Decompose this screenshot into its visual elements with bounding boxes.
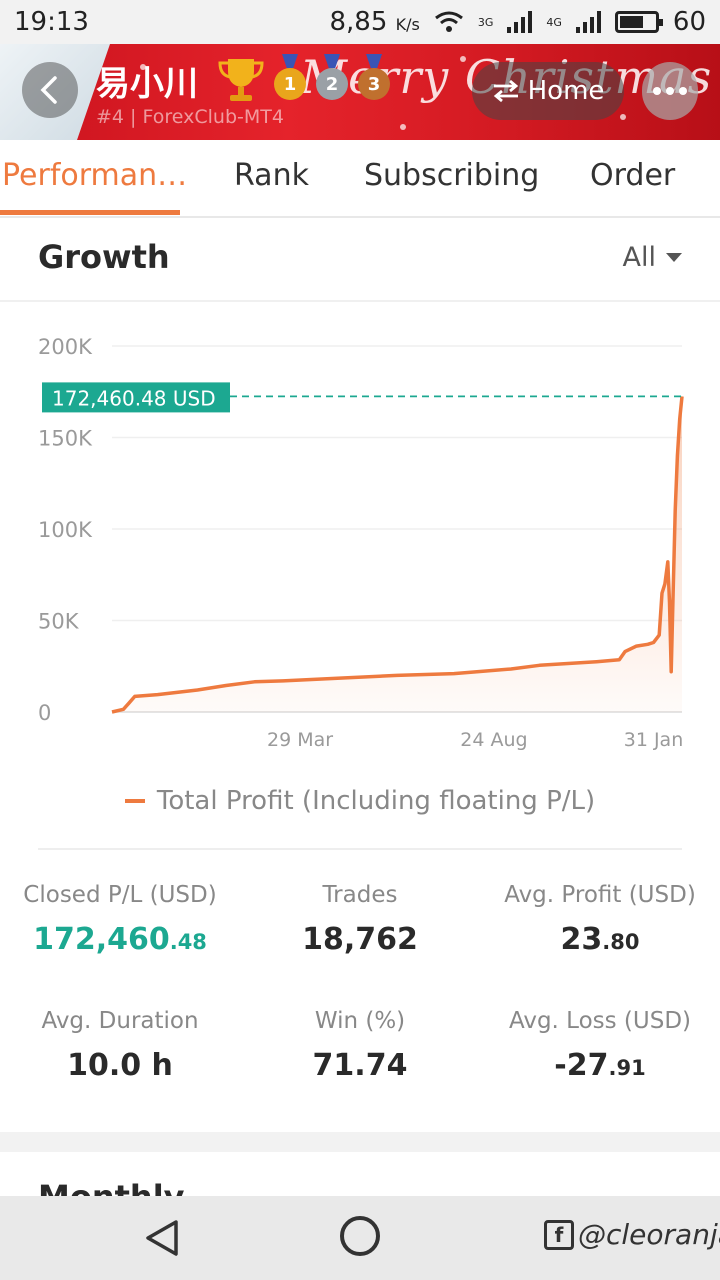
stat-label: Trades <box>322 882 398 908</box>
y-tick-label: 200K <box>38 335 93 359</box>
x-tick-label: 29 Mar <box>267 729 333 751</box>
trader-name: 易小川 <box>96 64 198 104</box>
snowflake-decoration <box>460 56 466 62</box>
battery-level: 60 <box>672 7 706 37</box>
network-speed: 8,85 K/s <box>329 7 420 37</box>
gold-medal-icon: 1 <box>272 54 308 104</box>
legend-swatch <box>124 799 145 803</box>
stat-avg-loss: Avg. Loss (USD) -27.91 <box>480 1008 720 1083</box>
stat-label: Win (%) <box>314 1008 406 1034</box>
current-value-badge <box>42 382 230 413</box>
trader-subtitle: #4 | ForexClub-MT4 <box>96 106 284 128</box>
stat-closed-pl: Closed P/L (USD) 172,460.48 <box>0 882 240 957</box>
net-type-1: 3G <box>477 15 494 29</box>
silver-medal-icon: 2 <box>314 54 350 104</box>
status-icons: 8,85 K/s 3G 4G 60 <box>329 7 706 37</box>
facebook-icon: f <box>544 1219 574 1250</box>
nav-back-icon[interactable] <box>144 1218 180 1258</box>
battery-icon <box>614 11 663 33</box>
bronze-medal-icon: 3 <box>356 54 392 104</box>
nav-home-icon[interactable] <box>340 1216 380 1256</box>
y-tick-label: 50K <box>38 610 80 634</box>
chart-legend: Total Profit (Including floating P/L) <box>0 786 720 816</box>
home-button-label: Home <box>527 76 605 106</box>
y-tick-label: 150K <box>38 427 93 451</box>
profile-banner: Merry Christmas 易小川 1 2 3 #4 | ForexClub… <box>0 44 720 140</box>
stat-avg-duration: Avg. Duration 10.0 h <box>0 1008 240 1083</box>
tab-performance[interactable]: Performan… <box>2 158 188 193</box>
growth-chart[interactable]: 200K 150K 100K 50K 0 29 Mar 24 Aug 31 Jan 172,46… <box>0 302 720 772</box>
stat-win-rate: Win (%) 71.74 <box>240 1008 480 1083</box>
snowflake-decoration <box>400 124 406 130</box>
system-nav-bar: f @cleoranja <box>0 1196 720 1280</box>
watermark-text: @cleoranja <box>578 1218 720 1251</box>
current-value-label: 172,460.48 USD <box>52 386 216 410</box>
legend-label: Total Profit (Including floating P/L) <box>156 786 596 816</box>
status-time: 19:13 <box>14 7 89 37</box>
snowflake-decoration <box>620 114 626 120</box>
stat-value: -27.91 <box>554 1048 646 1083</box>
watermark: f @cleoranja <box>544 1218 720 1251</box>
stat-value: 71.74 <box>312 1048 408 1083</box>
stat-label: Avg. Duration <box>41 1008 199 1034</box>
growth-card: Growth All 200K 150K 100K 50K 0 29 Mar 24 Aug 3… <box>0 218 720 1132</box>
y-tick-label: 0 <box>38 701 51 725</box>
trophy-icon <box>218 59 264 101</box>
series-line <box>111 396 684 714</box>
more-icon <box>653 87 661 95</box>
stat-value: 18,762 <box>302 922 418 957</box>
series-area <box>112 396 682 712</box>
stat-avg-profit: Avg. Profit (USD) 23.80 <box>480 882 720 957</box>
badges: 1 2 3 <box>216 54 392 104</box>
active-tab-indicator <box>0 210 180 215</box>
stat-label: Avg. Profit (USD) <box>504 882 696 908</box>
period-filter-dropdown[interactable]: All <box>623 242 682 273</box>
divider <box>0 300 720 302</box>
x-tick-label: 31 Jan <box>624 729 684 751</box>
tab-bar: Performan… Rank Subscribing Order <box>0 140 720 218</box>
stat-trades: Trades 18,762 <box>240 882 480 957</box>
net-type-2: 4G <box>546 15 562 29</box>
caret-down-icon <box>666 253 682 262</box>
stat-label: Closed P/L (USD) <box>23 882 217 908</box>
back-button[interactable] <box>22 62 78 118</box>
chevron-left-icon <box>40 76 57 104</box>
more-icon-dot <box>666 87 674 95</box>
stat-label: Avg. Loss (USD) <box>508 1008 692 1034</box>
section-title: Growth <box>38 238 170 276</box>
signal-icon-1 <box>507 11 533 33</box>
section-gap <box>0 1132 720 1152</box>
status-bar: 19:13 8,85 K/s 3G 4G 60 <box>0 0 720 44</box>
tab-subscribing[interactable]: Subscribing <box>364 158 540 193</box>
monthly-section: Monthly <box>0 1152 720 1202</box>
stat-value: 172,460.48 <box>33 922 207 957</box>
wifi-icon <box>434 11 463 32</box>
x-tick-label: 24 Aug <box>460 729 527 751</box>
period-filter-value: All <box>622 242 656 273</box>
y-tick-label: 100K <box>38 518 93 542</box>
stat-value: 10.0 h <box>67 1048 173 1083</box>
home-button[interactable]: Home <box>472 62 624 120</box>
divider <box>38 848 682 850</box>
tab-order[interactable]: Order <box>590 158 676 193</box>
tab-rank[interactable]: Rank <box>234 158 309 193</box>
snowflake-decoration <box>140 64 146 70</box>
more-options-button[interactable] <box>642 62 698 120</box>
swap-icon <box>493 79 518 103</box>
stat-value: 23.80 <box>560 922 640 957</box>
more-icon-dot <box>679 87 687 95</box>
signal-icon-2 <box>575 11 601 33</box>
